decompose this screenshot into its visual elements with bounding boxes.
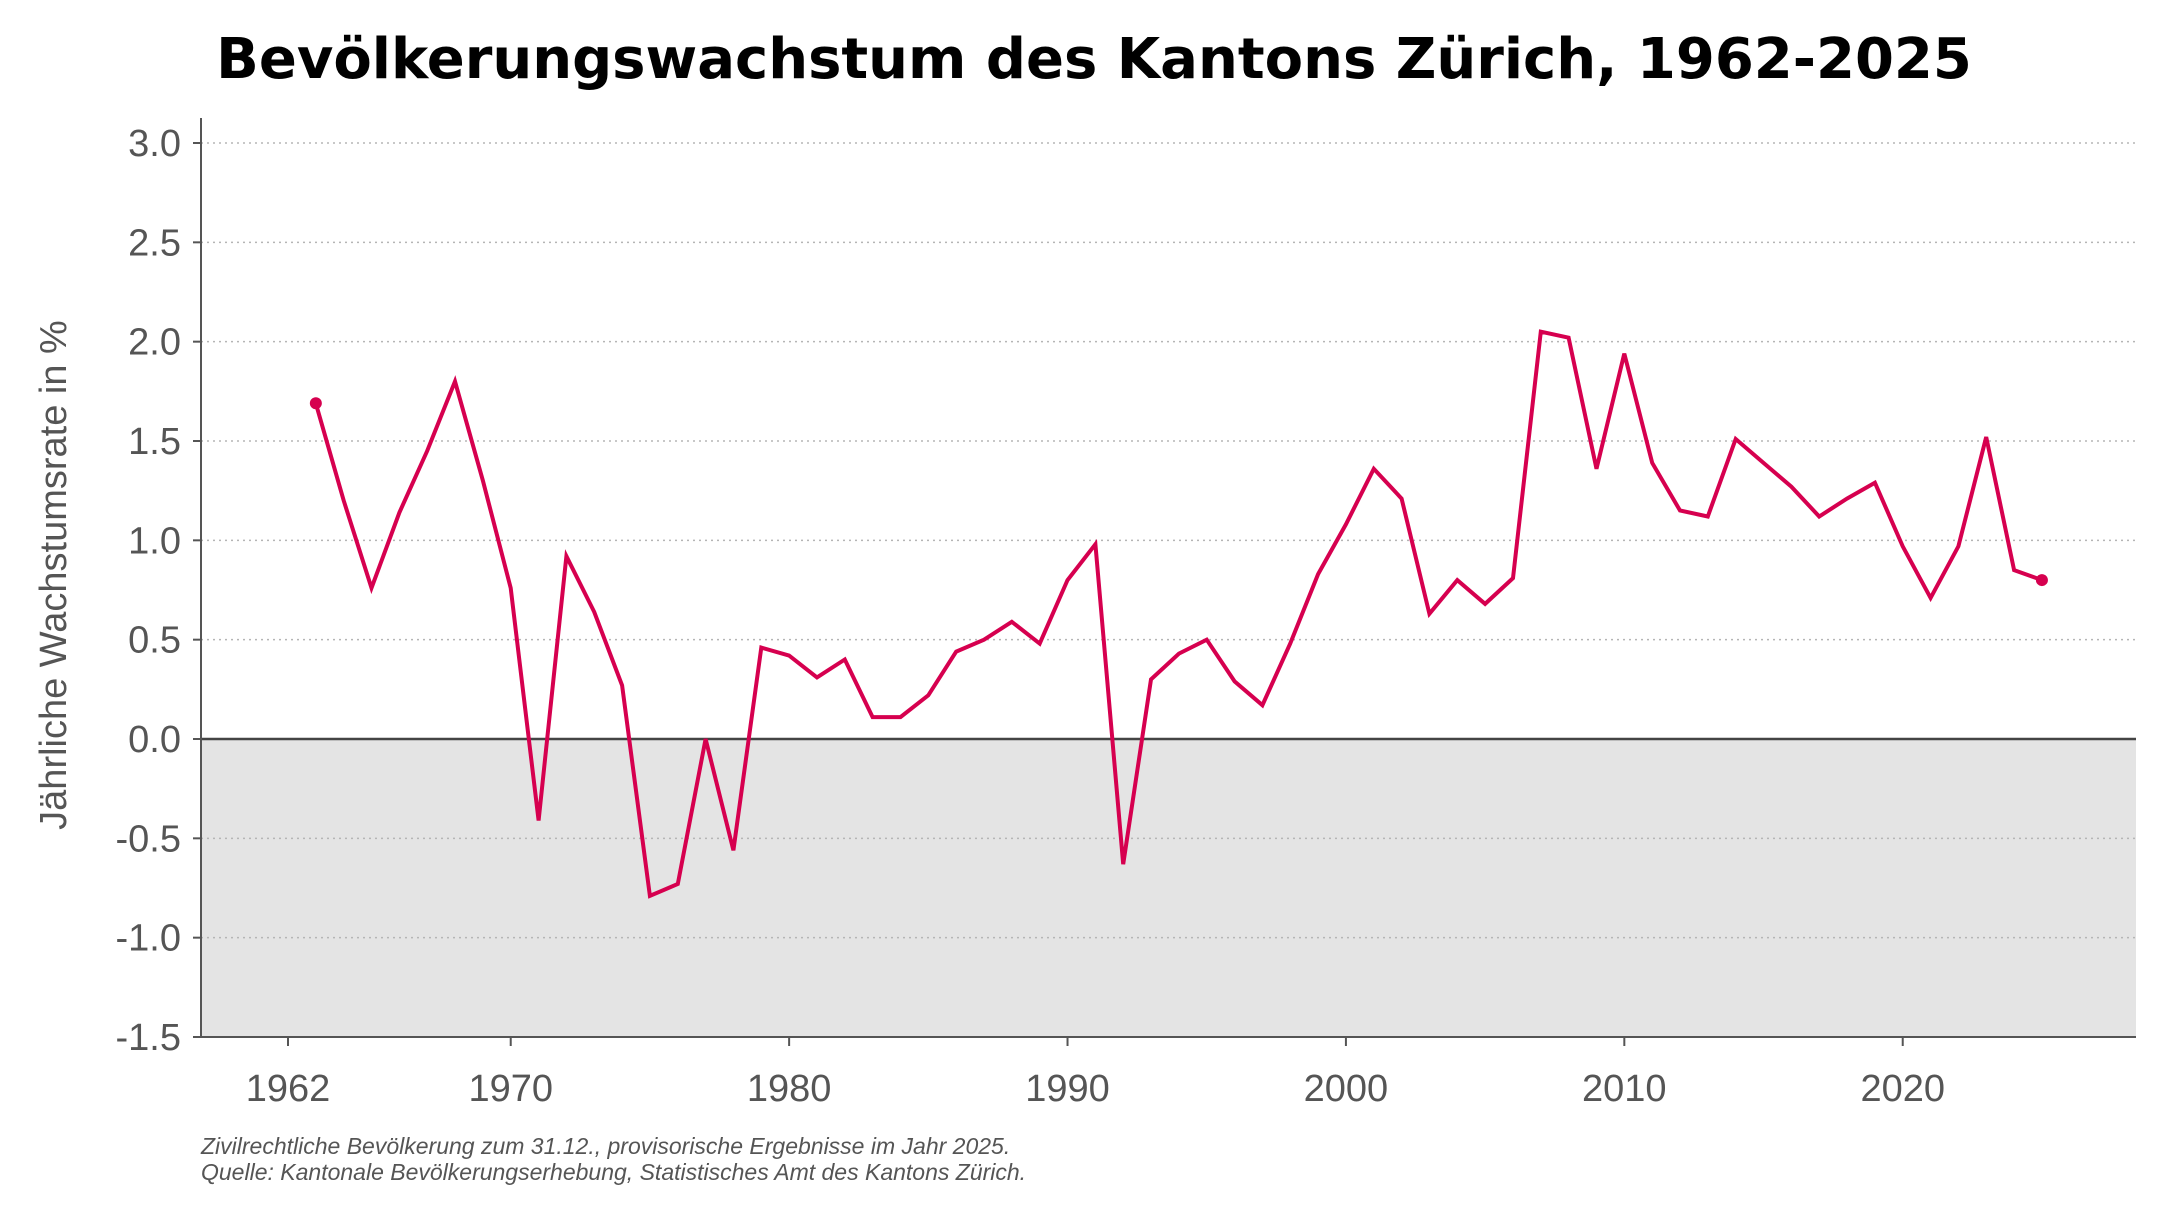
x-tick-label: 1970 (468, 1068, 553, 1110)
x-tick-label: 1962 (246, 1068, 331, 1110)
y-tick-label: 0.5 (128, 620, 181, 662)
y-tick-label: -0.5 (116, 818, 181, 860)
y-tick-label: 0.0 (128, 719, 181, 761)
negative-region (201, 739, 2136, 1037)
y-tick-label: 1.0 (128, 520, 181, 562)
x-tick-label: 2010 (1582, 1068, 1667, 1110)
x-tick-label: 1980 (747, 1068, 832, 1110)
y-axis-ticks: 3.0 2.5 2.0 1.5 1.0 0.5 0.0 -0.5 -1.0 -1.5 (116, 123, 201, 1059)
endpoint-markers (309, 397, 2048, 587)
y-tick-label: 1.5 (128, 421, 181, 463)
x-tick-label: 2020 (1860, 1068, 1945, 1110)
caption-source: Quelle: Kantonale Bevölkerungserhebung, … (201, 1159, 1026, 1185)
x-tick-label: 1990 (1025, 1068, 1110, 1110)
y-tick-label: 3.0 (128, 123, 181, 165)
y-axis-label: Jährliche Wachstumsrate in % (33, 320, 75, 830)
growth-rate-line (313, 329, 2043, 899)
data-point-2025 (2035, 574, 2048, 587)
y-tick-label: 2.0 (128, 322, 181, 364)
gridlines (201, 142, 2136, 939)
chart-title: Bevölkerungswachstum des Kantons Zürich,… (216, 27, 1972, 92)
x-tick-label: 2000 (1304, 1068, 1389, 1110)
y-tick-label: -1.5 (116, 1017, 181, 1059)
y-tick-label: 2.5 (128, 222, 181, 264)
x-axis-ticks: 1962 1970 1980 1990 2000 2010 2020 (246, 1037, 1945, 1110)
data-point-1963 (309, 397, 322, 410)
caption-note: Zivilrechtliche Bevölkerung zum 31.12., … (200, 1133, 1010, 1159)
y-tick-label: -1.0 (116, 918, 181, 960)
